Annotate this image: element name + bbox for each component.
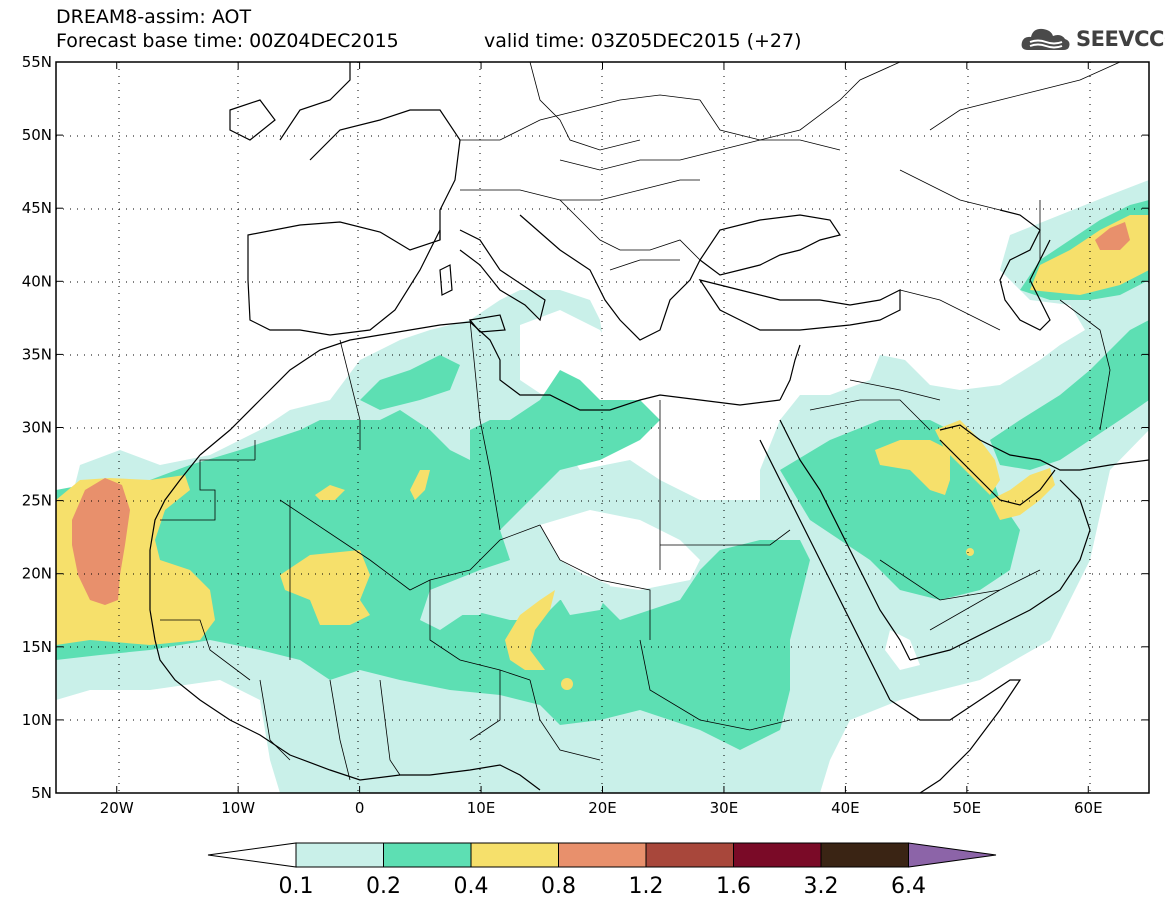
colorbar-label: 0.8 [541,874,576,899]
lon-tick-label: 40E [831,799,860,817]
lon-tick-label: 10W [221,799,255,817]
colorbar: 0.1 0.2 0.4 0.8 1.2 1.6 3.2 6.4 [207,842,997,899]
colorbar-label: 0.2 [366,874,401,899]
aot-contour-0.8 [72,478,130,605]
colorbar-segment [645,842,734,868]
coastlines [149,62,1149,793]
lon-tick-label: 60E [1074,799,1103,817]
logo-text: SEEVCCC [1076,27,1165,51]
colorbar-label: 0.4 [454,874,489,899]
lat-tick-label: 50N [22,126,52,144]
lat-tick-label: 55N [22,53,52,71]
colorbar-label: 1.2 [629,874,664,899]
lat-tick-label: 30N [22,419,52,437]
aot-contour-0.2 [56,370,810,750]
aot-field [56,180,1149,793]
colorbar-label: 6.4 [891,874,926,899]
seevccc-logo: SEEVCCC [1020,24,1165,54]
lon-tick-label: 30E [710,799,739,817]
lat-tick-label: 45N [22,199,52,217]
lat-tick-label: 25N [22,492,52,510]
cloud-icon [1021,28,1070,50]
colorbar-segment [733,842,822,868]
colorbar-label: 1.6 [716,874,751,899]
lat-axis: 55N 50N 45N 40N 35N 30N 25N 20N 15N 10N 5N [22,53,1149,802]
lon-tick-label: 50E [953,799,982,817]
colorbar-label: 0.1 [279,874,314,899]
lat-tick-label: 40N [22,272,52,290]
lon-tick-label: 0 [355,799,365,817]
borders [160,62,1121,781]
lat-tick-label: 35N [22,345,52,363]
colorbar-segment-high [908,842,997,868]
lat-tick-label: 5N [31,784,52,802]
lon-tick-label: 10E [467,799,496,817]
colorbar-segment [820,842,909,868]
valid-time: valid time: 03Z05DEC2015 (+27) [484,30,802,52]
forecast-base-time: Forecast base time: 00Z04DEC2015 [56,30,399,52]
map-title: DREAM8-assim: AOT [56,6,252,28]
colorbar-segment-low [207,842,297,868]
colorbar-segment [383,842,472,868]
colorbar-segment [558,842,647,868]
colorbar-segment [470,842,559,868]
lon-tick-label: 20W [100,799,134,817]
grid [56,62,1149,793]
lon-tick-label: 20E [588,799,617,817]
lon-axis: 20W 10W 0 10E 20E 30E 40E 50E 60E [100,62,1103,817]
lat-tick-label: 15N [22,638,52,656]
colorbar-label: 3.2 [804,874,839,899]
colorbar-segment [295,842,384,868]
lat-tick-label: 10N [22,711,52,729]
lat-tick-label: 20N [22,565,52,583]
